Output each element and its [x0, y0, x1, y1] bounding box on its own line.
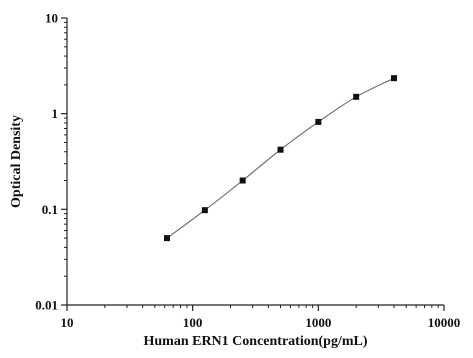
data-point	[353, 93, 360, 100]
data-point	[239, 177, 246, 184]
x-axis-title: Human ERN1 Concentration(pg/mL)	[143, 334, 367, 349]
fit-curve	[166, 77, 395, 239]
axes	[66, 18, 444, 306]
y-tick-label: 1	[52, 106, 59, 121]
data-point	[390, 75, 397, 82]
x-tick-label: 10000	[428, 315, 461, 330]
data-point	[277, 146, 284, 153]
data-point	[164, 235, 171, 242]
data-points	[164, 75, 397, 242]
y-tick-label: 0.1	[42, 202, 58, 217]
x-tick-label: 10	[61, 315, 74, 330]
x-ticks: 10 100 1000 10000	[61, 305, 461, 330]
y-tick-label: 0.01	[35, 298, 58, 313]
y-tick-label: 10	[45, 11, 58, 26]
x-tick-label: 100	[183, 315, 203, 330]
y-ticks: 0.01 0.1 1 10	[35, 11, 67, 313]
y-axis-title: Optical Density	[9, 115, 24, 208]
data-point	[201, 207, 208, 214]
data-point	[315, 118, 322, 125]
x-tick-label: 1000	[305, 315, 331, 330]
